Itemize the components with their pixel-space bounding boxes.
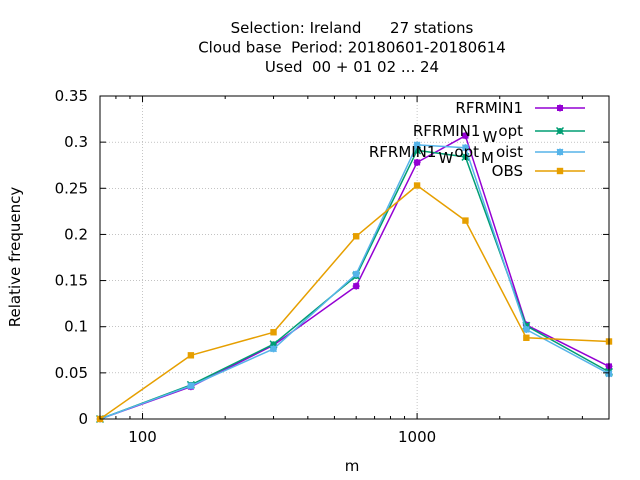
data-point [187, 382, 195, 390]
legend-label-part: oist [496, 143, 523, 161]
data-point [462, 217, 469, 224]
title-line-3: Used 00 + 01 02 ... 24 [265, 58, 439, 76]
data-point [522, 325, 530, 333]
marker-square [523, 334, 530, 341]
data-point [461, 132, 469, 140]
legend-label-part: OBS [492, 162, 523, 180]
data-point [461, 144, 469, 152]
series-3 [96, 141, 613, 423]
marker-cross-b [555, 126, 565, 136]
marker-square [352, 233, 360, 240]
y-tick-label: 0.25 [55, 179, 88, 197]
y-axis-label: Relative frequency [6, 187, 24, 328]
legend-label-part: W [482, 128, 497, 146]
marker-cross-b [413, 146, 422, 155]
y-tick-label: 0.2 [64, 225, 88, 243]
legend-label-part: RFRMIN1 [413, 122, 481, 140]
legend-entry-1: RFRMIN1 [455, 99, 585, 117]
axis-ticks: 0 0.05 0.1 0.15 0.2 0.25 0.3 0.35 100 1000 [55, 87, 610, 446]
series-line-4 [99, 184, 610, 420]
marker-square [413, 182, 421, 189]
series-layer [95, 132, 614, 424]
x-tick-label: 1000 [398, 428, 436, 446]
data-point [352, 233, 360, 240]
title-line-1: Selection: Ireland 27 stations [231, 19, 474, 37]
data-point [352, 270, 360, 278]
legend-label: OBS [492, 162, 523, 180]
data-point [555, 126, 565, 136]
grid [100, 96, 609, 419]
data-point [270, 345, 278, 353]
data-point [556, 148, 564, 156]
data-point [187, 352, 195, 359]
marker-star-b [522, 326, 530, 333]
marker-star-b [413, 141, 421, 149]
y-tick-label: 0.35 [55, 87, 88, 105]
series-line-3 [99, 144, 610, 420]
marker-star-b [556, 148, 564, 156]
x-axis-label: m [345, 457, 360, 475]
y-tick-label: 0.05 [55, 364, 88, 382]
data-point [413, 158, 421, 166]
marker-star-b [462, 144, 469, 152]
data-point [556, 167, 564, 175]
legend-label-part: M [481, 149, 494, 167]
data-point [352, 282, 360, 290]
marker-star-b [352, 270, 360, 278]
y-tick-label: 0 [78, 410, 88, 428]
y-tick-label: 0.3 [64, 133, 88, 151]
marker-star-b [270, 345, 277, 353]
data-point [413, 141, 421, 149]
legend-label-part: opt [498, 122, 523, 140]
marker-square [270, 329, 277, 336]
legend-label-part: RFRMIN1 [455, 99, 523, 117]
title-line-2: Cloud base Period: 20180601-20180614 [198, 39, 506, 57]
series-4 [96, 182, 613, 423]
marker-square [462, 217, 469, 224]
legend-label-part: RFRMIN1 [369, 143, 437, 161]
data-point [270, 329, 277, 336]
marker-square [187, 352, 195, 359]
data-point [556, 104, 564, 112]
plot-frame [99, 95, 610, 420]
y-tick-label: 0.15 [55, 272, 88, 290]
legend-entry-4: OBS [492, 162, 585, 180]
data-point [413, 182, 421, 189]
chart-title: Selection: Ireland 27 stations Cloud base… [198, 19, 506, 76]
marker-square [556, 167, 564, 175]
legend-label-part: W [438, 149, 453, 167]
y-tick-label: 0.1 [64, 318, 88, 336]
marker-star-b [187, 382, 195, 390]
legend-label: RFRMIN1 [455, 99, 523, 117]
legend-label-part: opt [454, 143, 479, 161]
data-point [523, 334, 530, 341]
x-tick-label: 100 [128, 428, 157, 446]
